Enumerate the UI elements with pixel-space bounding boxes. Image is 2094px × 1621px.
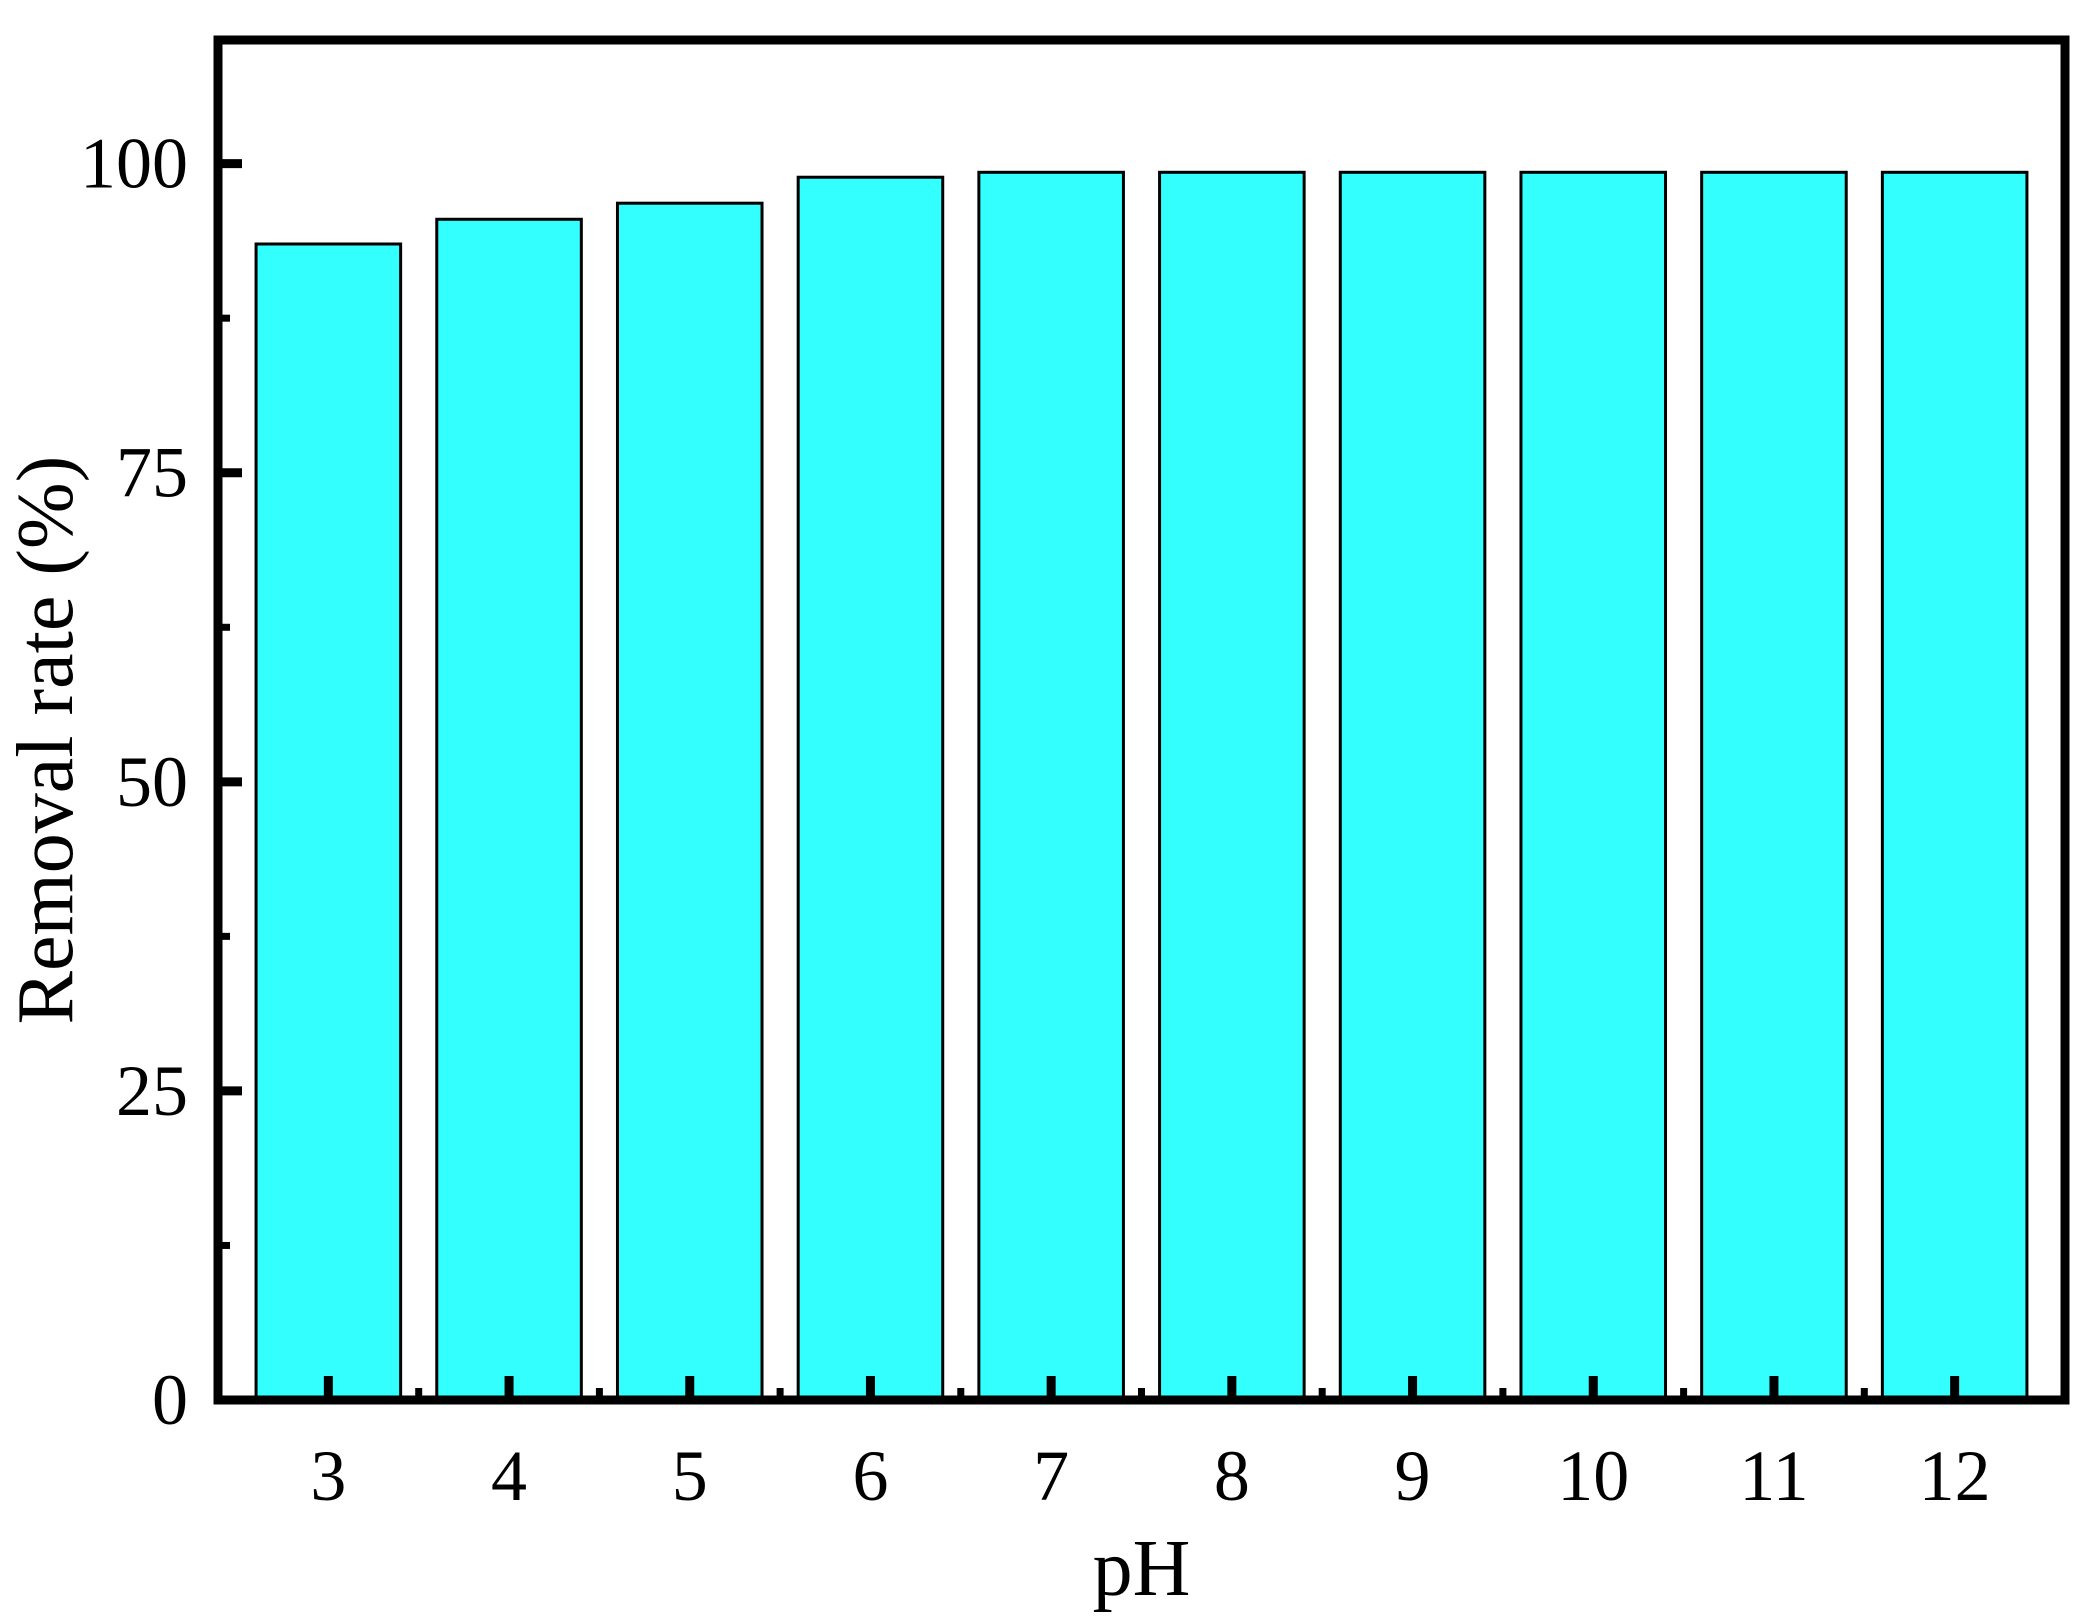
bar-ph-3: [254, 242, 403, 1402]
x-tick-label: 4: [491, 1436, 527, 1516]
x-tick-label: 3: [310, 1436, 346, 1516]
x-tick-label: 9: [1395, 1436, 1431, 1516]
bar-ph-8: [1158, 170, 1306, 1402]
x-tick-label: 8: [1214, 1436, 1250, 1516]
bars-group: [254, 170, 2029, 1402]
y-axis-label: Removal rate (%): [2, 456, 90, 1025]
bar-ph-11: [1700, 170, 1848, 1402]
plot-frame: [213, 35, 2070, 1405]
bar-ph-4: [435, 217, 583, 1402]
bar-ph-10: [1519, 170, 1668, 1402]
y-tick-label: 75: [116, 433, 188, 513]
x-tick-label: 11: [1739, 1436, 1808, 1516]
bar-ph-5: [615, 201, 764, 1402]
x-tick-label: 6: [852, 1436, 888, 1516]
bar-ph-6: [796, 175, 945, 1402]
x-tick-label: 10: [1557, 1436, 1629, 1516]
bar-ph-9: [1338, 170, 1487, 1402]
x-tick-label: 12: [1919, 1436, 1991, 1516]
bar-ph-7: [977, 170, 1125, 1402]
bar-ph-12: [1880, 170, 2029, 1402]
y-tick-label: 0: [152, 1360, 188, 1440]
y-tick-label: 50: [116, 742, 188, 822]
y-tick-label: 100: [80, 124, 188, 204]
x-tick-label: 7: [1033, 1436, 1069, 1516]
x-axis-label: pH: [1093, 1525, 1191, 1613]
x-ticks-group: 3 4 5 6 7 8 9 10 11 12: [310, 1376, 1991, 1516]
x-tick-label: 5: [672, 1436, 708, 1516]
y-tick-label: 25: [116, 1051, 188, 1131]
